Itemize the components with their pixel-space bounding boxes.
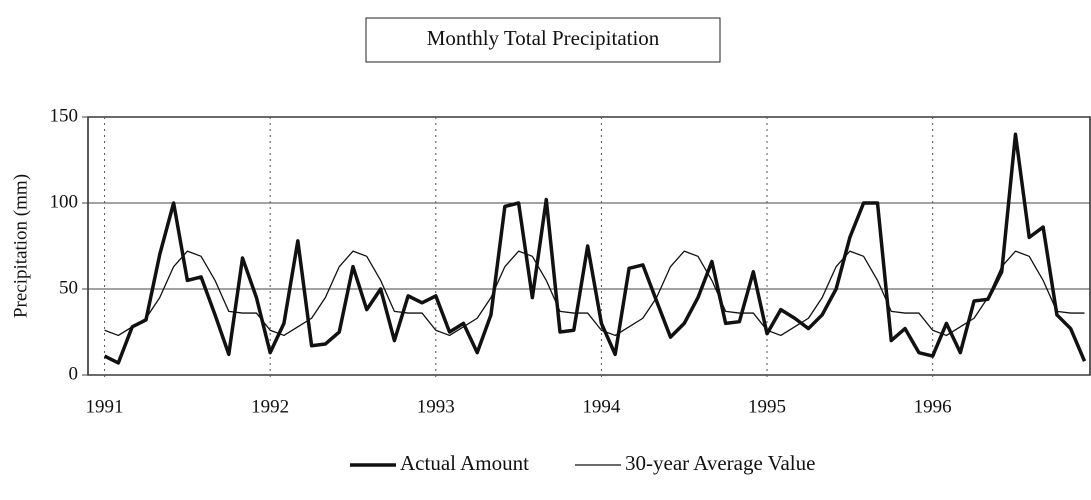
x-tick-label: 1995 <box>748 396 786 417</box>
x-tick-label: 1993 <box>417 396 455 417</box>
legend-label: 30-year Average Value <box>625 451 815 475</box>
x-tick-label: 1991 <box>86 396 124 417</box>
series-line <box>104 250 1085 337</box>
title-box <box>365 17 721 63</box>
y-tick-label: 150 <box>50 105 79 126</box>
chart-title: Monthly Total Precipitation <box>427 26 660 50</box>
legend-label: Actual Amount <box>400 451 529 475</box>
y-tick-label: 50 <box>59 277 78 298</box>
x-tick-label: 1994 <box>582 396 621 417</box>
series-line <box>103 132 1087 365</box>
y-axis-label: Precipitation (mm) <box>10 174 31 318</box>
y-tick-label: 0 <box>69 363 79 384</box>
x-tick-label: 1992 <box>251 396 289 417</box>
x-tick-label: 1996 <box>914 396 952 417</box>
y-tick-label: 100 <box>50 191 79 212</box>
